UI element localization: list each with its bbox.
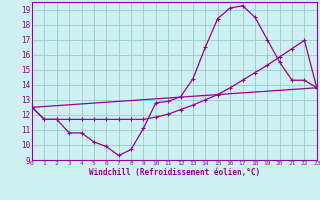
X-axis label: Windchill (Refroidissement éolien,°C): Windchill (Refroidissement éolien,°C) (89, 168, 260, 177)
